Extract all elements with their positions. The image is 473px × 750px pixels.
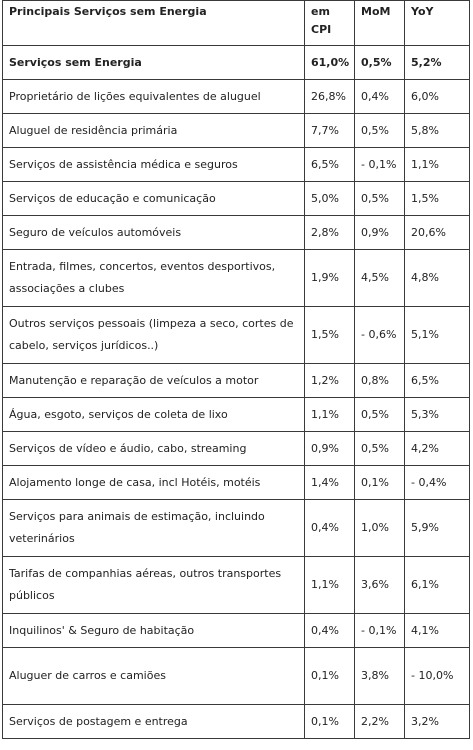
table-row: Serviços de postagem e entrega 0,1% 2,2% 3,… <box>2 704 470 739</box>
row-yoy-cell: 5,2% <box>404 45 470 80</box>
row-category-cell: Serviços de vídeo e áudio, cabo, streami… <box>2 431 305 466</box>
row-cpi-weight-cell: 26,8% <box>304 79 355 114</box>
table-row: Outros serviços pessoais (limpeza a seco… <box>2 306 470 364</box>
row-mom-cell: 0,5% <box>354 431 405 466</box>
row-category-cell: Inquilinos' & Seguro de habitação <box>2 613 305 648</box>
row-category-cell: Serviços de educação e comunicação <box>2 181 305 216</box>
row-yoy-cell: 6,0% <box>404 79 470 114</box>
row-category-cell: Aluguel de residência primária <box>2 113 305 148</box>
row-mom-cell: 0,5% <box>354 45 405 80</box>
row-cpi-weight-cell: 6,5% <box>304 147 355 182</box>
row-category-cell: Serviços de postagem e entrega <box>2 704 305 739</box>
row-cpi-weight-cell: 2,8% <box>304 215 355 250</box>
row-category-cell: Aluguer de carros e camiões <box>2 647 305 705</box>
row-mom-cell: 0,5% <box>354 181 405 216</box>
table-row: Aluguer de carros e camiões 0,1% 3,8% - 10,… <box>2 647 470 705</box>
table-row: Serviços de assistência médica e seguros… <box>2 147 470 182</box>
table-row: Serviços de educação e comunicação 5,0% 0,… <box>2 181 470 216</box>
row-mom-cell: 0,4% <box>354 79 405 114</box>
row-category-cell: Manutenção e reparação de veículos a mot… <box>2 363 305 398</box>
row-category-cell: Serviços sem Energia <box>2 45 305 80</box>
table-row: Serviços de vídeo e áudio, cabo, streami… <box>2 431 470 466</box>
table-row: Inquilinos' & Seguro de habitação 0,4% - 0… <box>2 613 470 648</box>
row-mom-cell: - 0,1% <box>354 613 405 648</box>
table-row: Serviços sem Energia 61,0% 0,5% 5,2% <box>2 45 470 80</box>
row-mom-cell: 3,6% <box>354 556 405 614</box>
row-mom-cell: - 0,1% <box>354 147 405 182</box>
row-cpi-weight-cell: 0,4% <box>304 499 355 557</box>
row-category-cell: Serviços para animais de estimação, incl… <box>2 499 305 557</box>
table-row: Manutenção e reparação de veículos a mot… <box>2 363 470 398</box>
row-yoy-cell: 1,1% <box>404 147 470 182</box>
row-category-cell: Entrada, filmes, concertos, eventos desp… <box>2 249 305 307</box>
header-yoy: YoY <box>404 0 470 46</box>
row-yoy-cell: 4,8% <box>404 249 470 307</box>
table-row: Proprietário de lições equivalentes de a… <box>2 79 470 114</box>
row-mom-cell: 0,9% <box>354 215 405 250</box>
row-mom-cell: 2,2% <box>354 704 405 739</box>
row-yoy-cell: 5,1% <box>404 306 470 364</box>
row-mom-cell: 0,5% <box>354 113 405 148</box>
row-yoy-cell: 5,8% <box>404 113 470 148</box>
table-row: Aluguel de residência primária 7,7% 0,5% 5,… <box>2 113 470 148</box>
row-category-cell: Proprietário de lições equivalentes de a… <box>2 79 305 114</box>
header-cpi-weight: em CPI <box>304 0 355 46</box>
row-cpi-weight-cell: 1,1% <box>304 556 355 614</box>
row-category-cell: Tarifas de companhias aéreas, outros tra… <box>2 556 305 614</box>
row-cpi-weight-cell: 7,7% <box>304 113 355 148</box>
row-cpi-weight-cell: 0,9% <box>304 431 355 466</box>
row-cpi-weight-cell: 5,0% <box>304 181 355 216</box>
row-category-cell: Alojamento longe de casa, incl Hotéis, m… <box>2 465 305 500</box>
row-mom-cell: 0,5% <box>354 397 405 432</box>
table-row: Entrada, filmes, concertos, eventos desp… <box>2 249 470 307</box>
table-body: Serviços sem Energia 61,0% 0,5% 5,2% Proprie… <box>2 45 470 739</box>
row-yoy-cell: 6,1% <box>404 556 470 614</box>
row-yoy-cell: - 0,4% <box>404 465 470 500</box>
row-yoy-cell: 5,9% <box>404 499 470 557</box>
row-yoy-cell: 20,6% <box>404 215 470 250</box>
table-row: Água, esgoto, serviços de coleta de lixo… <box>2 397 470 432</box>
row-category-cell: Serviços de assistência médica e seguros <box>2 147 305 182</box>
table-header: Principais Serviços sem Energia em CPI M… <box>2 0 470 46</box>
row-cpi-weight-cell: 0,1% <box>304 647 355 705</box>
row-category-cell: Água, esgoto, serviços de coleta de lixo <box>2 397 305 432</box>
row-mom-cell: 3,8% <box>354 647 405 705</box>
row-cpi-weight-cell: 1,4% <box>304 465 355 500</box>
row-cpi-weight-cell: 61,0% <box>304 45 355 80</box>
table-row: Serviços para animais de estimação, incl… <box>2 499 470 557</box>
row-category-cell: Outros serviços pessoais (limpeza a seco… <box>2 306 305 364</box>
row-yoy-cell: 4,2% <box>404 431 470 466</box>
row-cpi-weight-cell: 1,5% <box>304 306 355 364</box>
row-mom-cell: 0,8% <box>354 363 405 398</box>
services-cpi-table: Principais Serviços sem Energia em CPI M… <box>2 0 470 739</box>
row-yoy-cell: - 10,0% <box>404 647 470 705</box>
header-category: Principais Serviços sem Energia <box>2 0 305 46</box>
row-cpi-weight-cell: 1,9% <box>304 249 355 307</box>
row-cpi-weight-cell: 1,2% <box>304 363 355 398</box>
header-row: Principais Serviços sem Energia em CPI M… <box>2 0 470 46</box>
row-mom-cell: - 0,6% <box>354 306 405 364</box>
row-mom-cell: 1,0% <box>354 499 405 557</box>
table-row: Alojamento longe de casa, incl Hotéis, m… <box>2 465 470 500</box>
row-yoy-cell: 4,1% <box>404 613 470 648</box>
row-yoy-cell: 5,3% <box>404 397 470 432</box>
row-yoy-cell: 1,5% <box>404 181 470 216</box>
table-row: Tarifas de companhias aéreas, outros tra… <box>2 556 470 614</box>
row-mom-cell: 4,5% <box>354 249 405 307</box>
row-category-cell: Seguro de veículos automóveis <box>2 215 305 250</box>
row-yoy-cell: 6,5% <box>404 363 470 398</box>
row-cpi-weight-cell: 0,4% <box>304 613 355 648</box>
row-cpi-weight-cell: 0,1% <box>304 704 355 739</box>
row-mom-cell: 0,1% <box>354 465 405 500</box>
row-yoy-cell: 3,2% <box>404 704 470 739</box>
row-cpi-weight-cell: 1,1% <box>304 397 355 432</box>
table-row: Seguro de veículos automóveis 2,8% 0,9% 20,… <box>2 215 470 250</box>
header-mom: MoM <box>354 0 405 46</box>
